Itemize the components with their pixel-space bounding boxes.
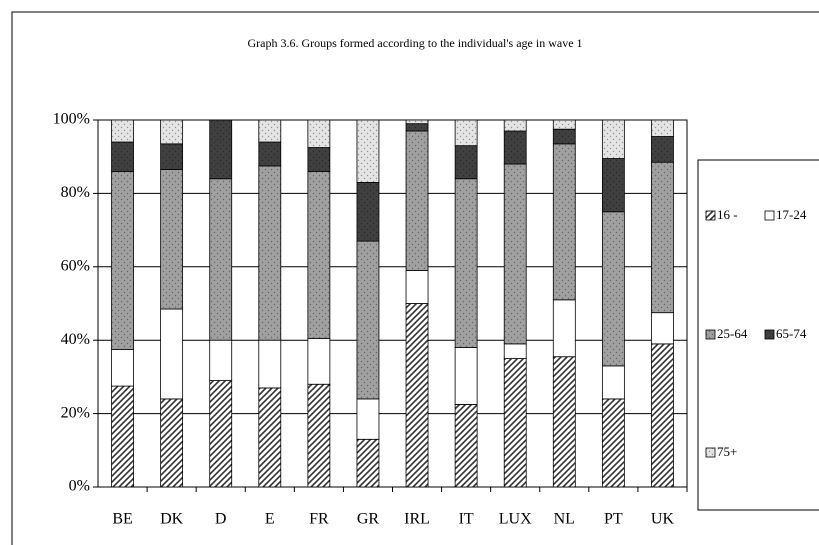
bar-segment bbox=[552, 128, 576, 145]
bar-segment bbox=[307, 147, 331, 172]
bar-segment bbox=[651, 343, 674, 488]
bar-segment bbox=[651, 312, 674, 345]
bar-segment bbox=[258, 387, 282, 488]
x-tick-label: IRL bbox=[404, 511, 430, 528]
y-tick-label: 0% bbox=[69, 478, 90, 495]
x-tick-label: BE bbox=[112, 511, 132, 528]
legend-box bbox=[697, 159, 819, 511]
x-tick-label: D bbox=[215, 511, 227, 528]
bar-segment bbox=[454, 119, 478, 147]
bar-segment bbox=[601, 398, 625, 488]
bar-segment bbox=[356, 181, 380, 242]
x-tick-label: FR bbox=[309, 511, 329, 528]
bar-segment bbox=[258, 339, 282, 389]
bar-segment bbox=[651, 119, 674, 137]
x-tick-label: LUX bbox=[499, 511, 532, 528]
x-tick-label: GR bbox=[357, 511, 380, 528]
bar-segment bbox=[111, 385, 134, 488]
x-tick-label: E bbox=[265, 511, 275, 528]
x-tick-label: IT bbox=[459, 511, 474, 528]
bar-segment bbox=[111, 141, 134, 172]
bar-segment bbox=[307, 383, 331, 488]
bar-segment bbox=[503, 163, 527, 345]
y-tick-label: 20% bbox=[61, 404, 90, 421]
bar-segment bbox=[160, 308, 184, 400]
y-tick-label: 80% bbox=[61, 184, 90, 201]
bar-segment bbox=[405, 303, 429, 488]
legend-swatch bbox=[705, 329, 716, 340]
legend-label: 75+ bbox=[717, 444, 737, 459]
bar-segment bbox=[454, 145, 478, 180]
bar-segment bbox=[258, 165, 282, 341]
y-tick-label: 60% bbox=[61, 257, 90, 274]
bar-segment bbox=[356, 438, 380, 488]
bar-segment bbox=[111, 119, 134, 143]
bar-segment bbox=[160, 169, 184, 310]
bar-segment bbox=[552, 119, 576, 130]
x-tick-label: NL bbox=[554, 511, 575, 528]
bar-segment bbox=[258, 119, 282, 143]
bar-segment bbox=[601, 211, 625, 367]
bar-segment bbox=[405, 270, 429, 304]
legend-swatch bbox=[705, 447, 716, 458]
bar-segment bbox=[601, 365, 625, 400]
bar-segment bbox=[209, 178, 233, 341]
bar-segment bbox=[405, 123, 429, 132]
bar-segment bbox=[405, 130, 429, 271]
bar-segment bbox=[503, 119, 527, 132]
y-tick-label: 40% bbox=[61, 331, 90, 348]
legend-label: 16 - bbox=[717, 207, 738, 222]
bar-segment bbox=[601, 119, 625, 159]
bar-segment bbox=[111, 170, 134, 350]
bar-segment bbox=[307, 119, 331, 148]
bar-segment bbox=[356, 240, 380, 400]
chart-title: Graph 3.6. Groups formed according to th… bbox=[247, 36, 582, 50]
legend-label: 65-74 bbox=[776, 326, 807, 341]
bar-segment bbox=[160, 119, 184, 145]
y-tick-label: 100% bbox=[53, 111, 90, 128]
bar-segment bbox=[209, 119, 233, 180]
bar-segment bbox=[111, 348, 134, 387]
bar-segment bbox=[356, 398, 380, 440]
x-tick-label: UK bbox=[651, 511, 675, 528]
bar-segment bbox=[258, 141, 282, 167]
bar-segment bbox=[552, 299, 576, 358]
bar-segment bbox=[209, 380, 233, 488]
bar-segment bbox=[160, 398, 184, 488]
bar-segment bbox=[651, 161, 674, 314]
x-tick-label: PT bbox=[604, 511, 623, 528]
bar-segment bbox=[503, 358, 527, 488]
bar-segment bbox=[601, 158, 625, 213]
bar-segment bbox=[454, 347, 478, 405]
bar-segment bbox=[454, 178, 478, 348]
legend-label: 17-24 bbox=[776, 207, 807, 222]
bar-segment bbox=[307, 170, 331, 339]
bar-segment bbox=[160, 143, 184, 170]
bar-segment bbox=[503, 343, 527, 359]
bar-segment bbox=[651, 136, 674, 163]
bar-segment bbox=[356, 119, 380, 183]
bar-segment bbox=[454, 404, 478, 488]
bar-segment bbox=[552, 143, 576, 301]
legend-swatch bbox=[705, 210, 716, 221]
bar-segment bbox=[552, 356, 576, 488]
bar-segment bbox=[209, 339, 233, 381]
legend-swatch bbox=[764, 210, 775, 221]
legend-label: 25-64 bbox=[717, 326, 748, 341]
bar-segment bbox=[307, 337, 331, 385]
legend-swatch bbox=[764, 329, 775, 340]
bar-segment bbox=[503, 130, 527, 165]
bar-segment bbox=[405, 119, 429, 125]
x-tick-label: DK bbox=[160, 511, 184, 528]
